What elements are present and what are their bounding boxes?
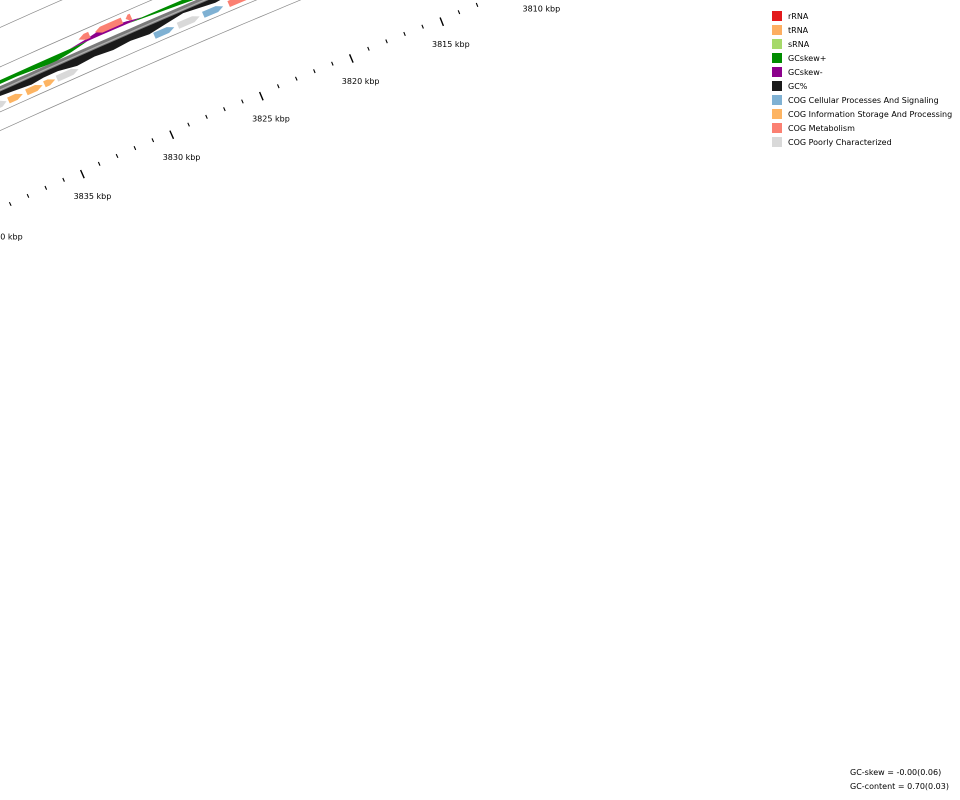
gc-skew-positive-area [0, 0, 194, 85]
minor-tick [421, 24, 424, 29]
tick-label: 3840 kbp [0, 232, 23, 241]
gcskew-plus-color-swatch [772, 53, 782, 63]
major-tick [348, 54, 354, 63]
gc-percent-color-swatch [772, 81, 782, 91]
minor-tick [276, 84, 280, 89]
cog-poorly-color-swatch [772, 137, 782, 147]
minor-tick [44, 185, 48, 190]
tick-label: 3830 kbp [163, 153, 201, 162]
feature-arrow-reverse [0, 100, 7, 108]
feature-track [0, 0, 247, 108]
legend-item-gcskew-minus: GCskew- [772, 65, 952, 79]
legend-label: GCskew- [788, 67, 823, 77]
minor-tick [187, 122, 190, 127]
minor-tick [133, 145, 137, 151]
feature-arrow-forward [94, 17, 124, 33]
gc-skew-track [0, 0, 194, 85]
legend-item-cog-metabolism: COG Metabolism [772, 121, 952, 135]
feature-arrow-reverse [55, 68, 79, 82]
minor-tick [367, 46, 370, 51]
legend-label: COG Metabolism [788, 123, 855, 133]
feature-arrow-reverse [25, 85, 43, 96]
minor-tick [8, 201, 12, 207]
major-tick [258, 91, 264, 101]
guide-ring-1 [0, 0, 302, 132]
legend-item-gc-percent: GC% [772, 79, 952, 93]
minor-tick [403, 31, 406, 37]
minor-tick [241, 99, 244, 104]
cog-metabolism-color-swatch [772, 123, 782, 133]
gc-content-track [0, 0, 221, 97]
feature-arrow-reverse [153, 27, 175, 39]
legend-item-cog-information: COG Information Storage And Processing [772, 107, 952, 121]
minor-tick [313, 69, 316, 74]
feature-arrow-reverse [176, 16, 200, 29]
gcskew-minus-color-swatch [772, 67, 782, 77]
feature-arrow-reverse [43, 79, 56, 88]
legend-label: GCskew+ [788, 53, 827, 63]
feature-arrow-reverse [227, 0, 247, 7]
rrna-color-swatch [772, 11, 782, 21]
trna-color-swatch [772, 25, 782, 35]
legend-label: COG Cellular Processes And Signaling [788, 95, 939, 105]
cog-cellular-color-swatch [772, 95, 782, 105]
minor-tick [97, 161, 101, 166]
minor-tick [475, 2, 479, 8]
major-tick [439, 17, 445, 27]
legend-item-gcskew-plus: GCskew+ [772, 51, 952, 65]
feature-arrow-reverse [7, 93, 23, 104]
minor-tick [115, 153, 119, 159]
guide-ring-2 [0, 0, 258, 113]
legend-item-cog-cellular: COG Cellular Processes And Signaling [772, 93, 952, 107]
tick-label: 3820 kbp [342, 77, 380, 86]
gc-content-stat: GC-content = 0.70(0.03) [850, 782, 949, 791]
feature-arrow-forward [125, 13, 133, 21]
feature-arrow-forward [78, 31, 91, 40]
track-guide-lines [0, 0, 302, 132]
minor-tick [205, 114, 208, 119]
feature-arrow-reverse [202, 6, 224, 18]
minor-tick [385, 39, 388, 44]
minor-tick [223, 107, 226, 112]
cog-information-color-swatch [772, 109, 782, 119]
legend-item-trna: tRNA [772, 23, 952, 37]
minor-tick [457, 10, 461, 15]
legend-label: GC% [788, 81, 808, 91]
legend-label: sRNA [788, 39, 810, 49]
gc-skew-stat: GC-skew = -0.00(0.06) [850, 768, 942, 777]
legend-label: COG Poorly Characterized [788, 137, 892, 147]
legend-label: rRNA [788, 11, 809, 21]
tick-label: 3810 kbp [523, 4, 561, 13]
tick-label: 3815 kbp [432, 40, 470, 49]
srna-color-swatch [772, 39, 782, 49]
minor-tick [151, 138, 155, 143]
tick-label: 3825 kbp [252, 114, 290, 123]
legend-item-srna: sRNA [772, 37, 952, 51]
legend-item-cog-poorly: COG Poorly Characterized [772, 135, 952, 149]
major-tick [169, 130, 175, 140]
legend-label: tRNA [788, 25, 809, 35]
major-tick [79, 169, 85, 179]
minor-tick [294, 76, 298, 81]
legend: rRNA tRNA sRNA GCskew+ GCskew- GC% COG C… [772, 9, 952, 149]
position-scale: 3810 kbp 3815 kbp 3820 kbp 3825 kbp 3830 kbp… [0, 2, 561, 241]
gc-content-area [0, 0, 221, 97]
tick-label: 3835 kbp [74, 192, 112, 201]
legend-item-rrna: rRNA [772, 9, 952, 23]
minor-tick [26, 193, 30, 198]
minor-tick [62, 177, 65, 182]
legend-label: COG Information Storage And Processing [788, 109, 953, 119]
minor-tick [331, 61, 334, 66]
summary-stats: GC-skew = -0.00(0.06) GC-content = 0.70(… [850, 766, 949, 794]
